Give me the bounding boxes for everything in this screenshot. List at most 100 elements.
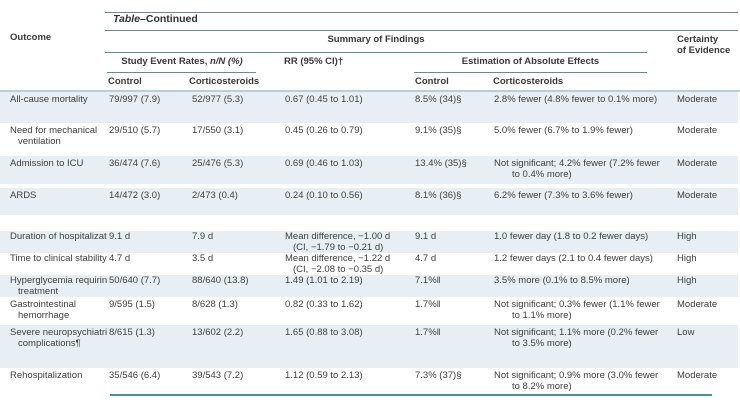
table-row: ARDS 14/472 (3.0) 2/473 (0.4) 0.24 (0.10 to… xyxy=(0,188,738,215)
certainty-cell-line: High xyxy=(677,231,697,242)
rr-cell-line: Mean difference, −1.22 d xyxy=(285,253,391,264)
event-rate-control-cell-line: 79/997 (7.9) xyxy=(109,94,161,105)
table-title: Table–Continued xyxy=(113,14,198,25)
event-rate-corticosteroids-cell-line: 8/628 (1.3) xyxy=(192,299,238,310)
certainty-cell: Moderate xyxy=(676,368,740,404)
absolute-corticosteroids-cell: 1.2 fewer days (2.1 to 0.4 fewer days) xyxy=(493,253,676,275)
absolute-corticosteroids-cell: Not significant; 0.3% fewer (1.1% fewer t… xyxy=(493,297,676,325)
rr-cell-line: 1.49 (1.01 to 2.19) xyxy=(285,275,363,286)
event-rate-corticosteroids-cell-line: 7.9 d xyxy=(192,231,214,242)
table-row: Need for mechanical ventilation 29/510 (5.… xyxy=(0,123,738,156)
certainty-cell: Moderate xyxy=(676,123,740,156)
event-rate-control-cell: 79/997 (7.9) xyxy=(107,92,191,123)
outcome-cell-line: complications¶ xyxy=(18,337,81,349)
certainty-cell: High xyxy=(676,275,740,297)
event-rate-corticosteroids-cell: 8/628 (1.3) xyxy=(191,297,284,325)
outcome-cell-line: Time to clinical stability xyxy=(10,253,107,264)
event-rate-corticosteroids-cell-line: 3.5 d xyxy=(192,253,214,264)
table-row: Severe neuropsychiatric complications¶ 8/6… xyxy=(0,325,738,368)
event-rate-control-cell: 4.7 d xyxy=(107,253,191,275)
absolute-control-cell: 4.7 d xyxy=(414,253,493,275)
certainty-cell: Moderate xyxy=(676,92,740,123)
absolute-control-cell-line: 1.7%‖ xyxy=(415,299,441,310)
certainty-cell-line: High xyxy=(677,275,697,286)
certainty-header-line1: Certainty xyxy=(677,34,719,45)
certainty-cell-line: Moderate xyxy=(677,125,718,136)
rr-cell-line: Mean difference, −1.00 d xyxy=(285,231,391,242)
absolute-corticosteroids-cell: 5.0% fewer (6.7% to 1.9% fewer) xyxy=(493,123,676,156)
outcome-cell: Admission to ICU xyxy=(0,156,107,184)
rr-column-header: RR (95% CI)† xyxy=(284,56,344,67)
event-rate-control-cell: 14/472 (3.0) xyxy=(107,188,191,215)
event-rate-control-cell: 50/640 (7.7) xyxy=(107,275,191,297)
event-rate-corticosteroids-cell: 39/543 (7.2) xyxy=(191,368,284,404)
event-rate-corticosteroids-cell: 88/640 (13.8) xyxy=(191,275,284,297)
table-row: All-cause mortality 79/997 (7.9) 52/977 (5… xyxy=(0,92,738,123)
outcome-cell-line: All-cause mortality xyxy=(10,94,88,105)
outcome-cell-line: ARDS xyxy=(10,190,37,201)
certainty-header-line2: of Evidence xyxy=(677,45,731,56)
outcome-cell-line: Duration of hospitalizat xyxy=(10,231,107,242)
rr-cell: 1.49 (1.01 to 2.19) xyxy=(284,275,414,297)
event-rate-corticosteroids-cell-line: 39/543 (7.2) xyxy=(192,370,244,381)
absolute-corticosteroids-cell-line: Not significant; 4.2% fewer (7.2% fewer xyxy=(494,158,660,169)
outcome-cell: Need for mechanical ventilation xyxy=(0,123,107,156)
outcome-cell-line: Severe neuropsychiatric xyxy=(10,327,107,338)
table-row: Gastrointestinal hemorrhage 9/595 (1.5) 8/6… xyxy=(0,297,738,325)
table-row: Rehospitalization 35/546 (6.4) 39/543 (7.2… xyxy=(0,368,738,404)
rr-cell-line: 1.12 (0.59 to 2.13) xyxy=(285,370,363,381)
event-rate-corticosteroids-cell: 13/602 (2.2) xyxy=(191,325,284,368)
rr-cell-line: 1.65 (0.88 to 3.08) xyxy=(285,327,363,338)
certainty-cell-line: Low xyxy=(677,327,695,338)
event-rate-corticosteroids-cell: 2/473 (0.4) xyxy=(191,188,284,215)
absolute-corticosteroids-cell-line: 1.0 fewer day (1.8 to 0.2 fewer days) xyxy=(494,231,649,242)
absolute-control-cell-line: 7.3% (37)§ xyxy=(415,370,462,381)
outcome-cell: Time to clinical stability xyxy=(0,253,107,275)
rule-below-title xyxy=(105,30,738,31)
event-rate-control-cell-line: 36/474 (7.6) xyxy=(109,158,161,169)
event-rate-corticosteroids-cell: 17/550 (3.1) xyxy=(191,123,284,156)
outcome-cell-line: ventilation xyxy=(18,135,61,147)
outcome-cell-line: hemorrhage xyxy=(18,309,70,321)
outcome-cell: ARDS xyxy=(0,188,107,215)
absolute-control-cell-line: 1.7%‖ xyxy=(415,327,441,338)
event-rate-corticosteroids-cell-line: 88/640 (13.8) xyxy=(192,275,249,286)
outcome-column-header: Outcome xyxy=(10,32,52,43)
event-rate-corticosteroids-cell-line: 2/473 (0.4) xyxy=(192,190,238,201)
absolute-corticosteroids-cell-line: Not significant; 0.9% more (3.0% fewer xyxy=(494,370,659,381)
rule-below-absolute-effects-header xyxy=(414,72,647,73)
certainty-cell: Moderate xyxy=(676,156,740,184)
outcome-cell-line: Rehospitalization xyxy=(10,370,83,381)
certainty-cell-line: Moderate xyxy=(677,94,718,105)
rr-cell: 1.65 (0.88 to 3.08) xyxy=(284,325,414,368)
event-rate-control-cell-line: 9.1 d xyxy=(109,231,131,242)
absolute-control-cell-line: 7.1%‖ xyxy=(415,275,441,286)
rr-cell-line: 0.45 (0.26 to 0.79) xyxy=(285,125,363,136)
absolute-corticosteroids-cell: Not significant; 4.2% fewer (7.2% fewer t… xyxy=(493,156,676,184)
event-rate-control-cell-line: 35/546 (6.4) xyxy=(109,370,161,381)
event-rate-control-cell-line: 9/595 (1.5) xyxy=(109,299,155,310)
certainty-cell: High xyxy=(676,231,740,253)
absolute-corticosteroids-cell-line: 5.0% fewer (6.7% to 1.9% fewer) xyxy=(494,125,633,136)
event-rate-control-cell: 35/546 (6.4) xyxy=(107,368,191,404)
absolute-corticosteroids-cell: 1.0 fewer day (1.8 to 0.2 fewer days) xyxy=(493,231,676,253)
absolute-corticosteroids-cell-line: to 0.4% more) xyxy=(512,168,572,180)
rr-cell: 1.12 (0.59 to 2.13) xyxy=(284,368,414,404)
event-rate-corticosteroids-cell-line: 17/550 (3.1) xyxy=(192,125,244,136)
event-rates-units: n/N (%) xyxy=(209,56,243,67)
absolute-control-cell: 9.1 d xyxy=(414,231,493,253)
event-rate-control-cell: 8/615 (1.3) xyxy=(107,325,191,368)
event-rate-corticosteroids-cell-line: 25/476 (5.3) xyxy=(192,158,244,169)
rr-cell-line: 0.82 (0.33 to 1.62) xyxy=(285,299,363,310)
absolute-corticosteroids-cell-line: Not significant; 0.3% fewer (1.1% fewer xyxy=(494,299,660,310)
event-rate-control-cell: 36/474 (7.6) xyxy=(107,156,191,184)
event-rate-control-cell-line: 29/510 (5.7) xyxy=(109,125,161,136)
absolute-control-cell-line: 9.1 d xyxy=(415,231,437,242)
rule-header-bottom xyxy=(0,90,740,92)
absolute-control-cell: 7.1%‖ xyxy=(414,275,493,297)
table-title-italic: Table xyxy=(113,13,141,25)
event-rate-corticosteroids-cell-line: 52/977 (5.3) xyxy=(192,94,244,105)
absolute-corticosteroids-cell-line: 2.8% fewer (4.8% fewer to 0.1% more) xyxy=(494,94,658,105)
rr-cell-line: 0.67 (0.45 to 1.01) xyxy=(285,94,363,105)
